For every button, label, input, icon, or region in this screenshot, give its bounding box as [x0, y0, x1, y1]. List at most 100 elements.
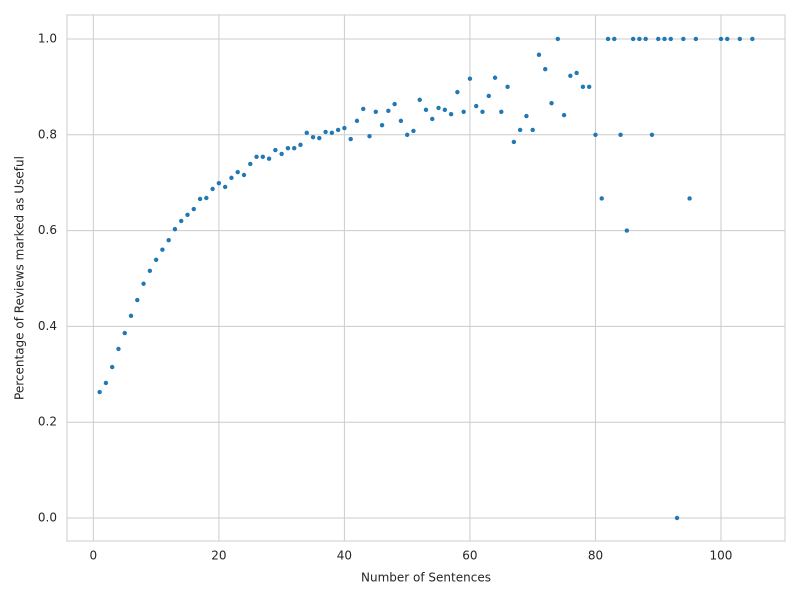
y-axis-label: Percentage of Reviews marked as Useful — [13, 156, 27, 400]
x-tick-label: 80 — [588, 549, 603, 563]
point — [310, 134, 316, 140]
point — [398, 118, 404, 124]
point — [662, 36, 667, 42]
point — [486, 93, 491, 99]
point — [273, 147, 278, 153]
point — [160, 247, 165, 252]
point — [725, 36, 730, 42]
point — [574, 70, 579, 76]
y-tick-label: 1.0 — [38, 31, 57, 45]
point — [718, 36, 724, 42]
point — [430, 116, 435, 122]
point — [442, 107, 448, 113]
y-tick-label: 0.4 — [38, 319, 57, 333]
point — [492, 75, 498, 80]
point — [285, 145, 291, 151]
point — [536, 52, 542, 57]
point — [197, 196, 203, 202]
point — [329, 130, 335, 136]
point — [153, 257, 159, 262]
point — [179, 218, 184, 224]
point — [568, 73, 573, 79]
point — [681, 36, 686, 42]
point — [191, 206, 196, 212]
point — [480, 109, 485, 114]
point — [367, 134, 372, 139]
point — [750, 36, 755, 42]
point — [222, 184, 228, 190]
x-tick-label: 40 — [337, 549, 352, 563]
y-tick-label: 0.8 — [38, 127, 57, 141]
point — [241, 172, 247, 178]
point — [499, 109, 504, 114]
point — [693, 36, 699, 42]
point — [593, 132, 598, 137]
point — [103, 380, 109, 386]
point — [474, 103, 479, 109]
x-tick-label: 20 — [211, 549, 226, 563]
point — [166, 237, 171, 243]
x-tick-label: 0 — [90, 549, 98, 563]
point — [323, 129, 328, 135]
point — [185, 212, 190, 217]
point — [511, 139, 517, 145]
point — [624, 228, 630, 233]
point — [423, 107, 429, 113]
x-axis-label: Number of Sentences — [361, 571, 491, 585]
point — [561, 112, 567, 118]
point — [216, 180, 222, 186]
x-tick-label: 100 — [710, 549, 733, 563]
point — [580, 84, 586, 90]
point — [210, 186, 215, 192]
point — [304, 130, 309, 136]
point — [386, 108, 391, 114]
point — [128, 313, 134, 319]
point — [348, 136, 353, 142]
point — [467, 76, 473, 81]
point — [147, 268, 153, 274]
point — [361, 106, 366, 112]
point — [235, 169, 240, 175]
point — [266, 156, 272, 161]
point — [116, 346, 121, 352]
point — [411, 128, 416, 134]
point — [335, 127, 341, 133]
point — [436, 105, 441, 111]
point — [122, 330, 127, 336]
point — [612, 36, 617, 42]
point — [668, 36, 673, 42]
point — [455, 89, 460, 95]
point — [643, 36, 648, 42]
point — [448, 111, 454, 117]
point — [630, 36, 636, 42]
point — [404, 132, 410, 137]
point — [524, 113, 529, 119]
point — [417, 97, 422, 102]
point — [248, 161, 253, 167]
point — [549, 100, 554, 106]
point — [505, 84, 510, 90]
point — [109, 364, 115, 370]
point — [461, 109, 466, 114]
point — [141, 281, 146, 286]
point — [586, 84, 592, 90]
y-tick-label: 0.2 — [38, 415, 57, 429]
point — [254, 154, 259, 159]
point — [97, 389, 102, 395]
point — [530, 127, 535, 133]
point — [737, 36, 743, 42]
x-tick-label: 60 — [462, 549, 477, 563]
y-tick-label: 0.0 — [38, 511, 57, 525]
point — [172, 226, 178, 232]
point — [279, 151, 284, 157]
point — [317, 135, 322, 141]
point — [291, 145, 297, 151]
point — [555, 36, 561, 42]
point — [543, 66, 548, 72]
point — [687, 196, 692, 201]
point — [517, 127, 523, 133]
point — [135, 297, 140, 303]
point — [354, 118, 360, 124]
point — [342, 125, 347, 131]
